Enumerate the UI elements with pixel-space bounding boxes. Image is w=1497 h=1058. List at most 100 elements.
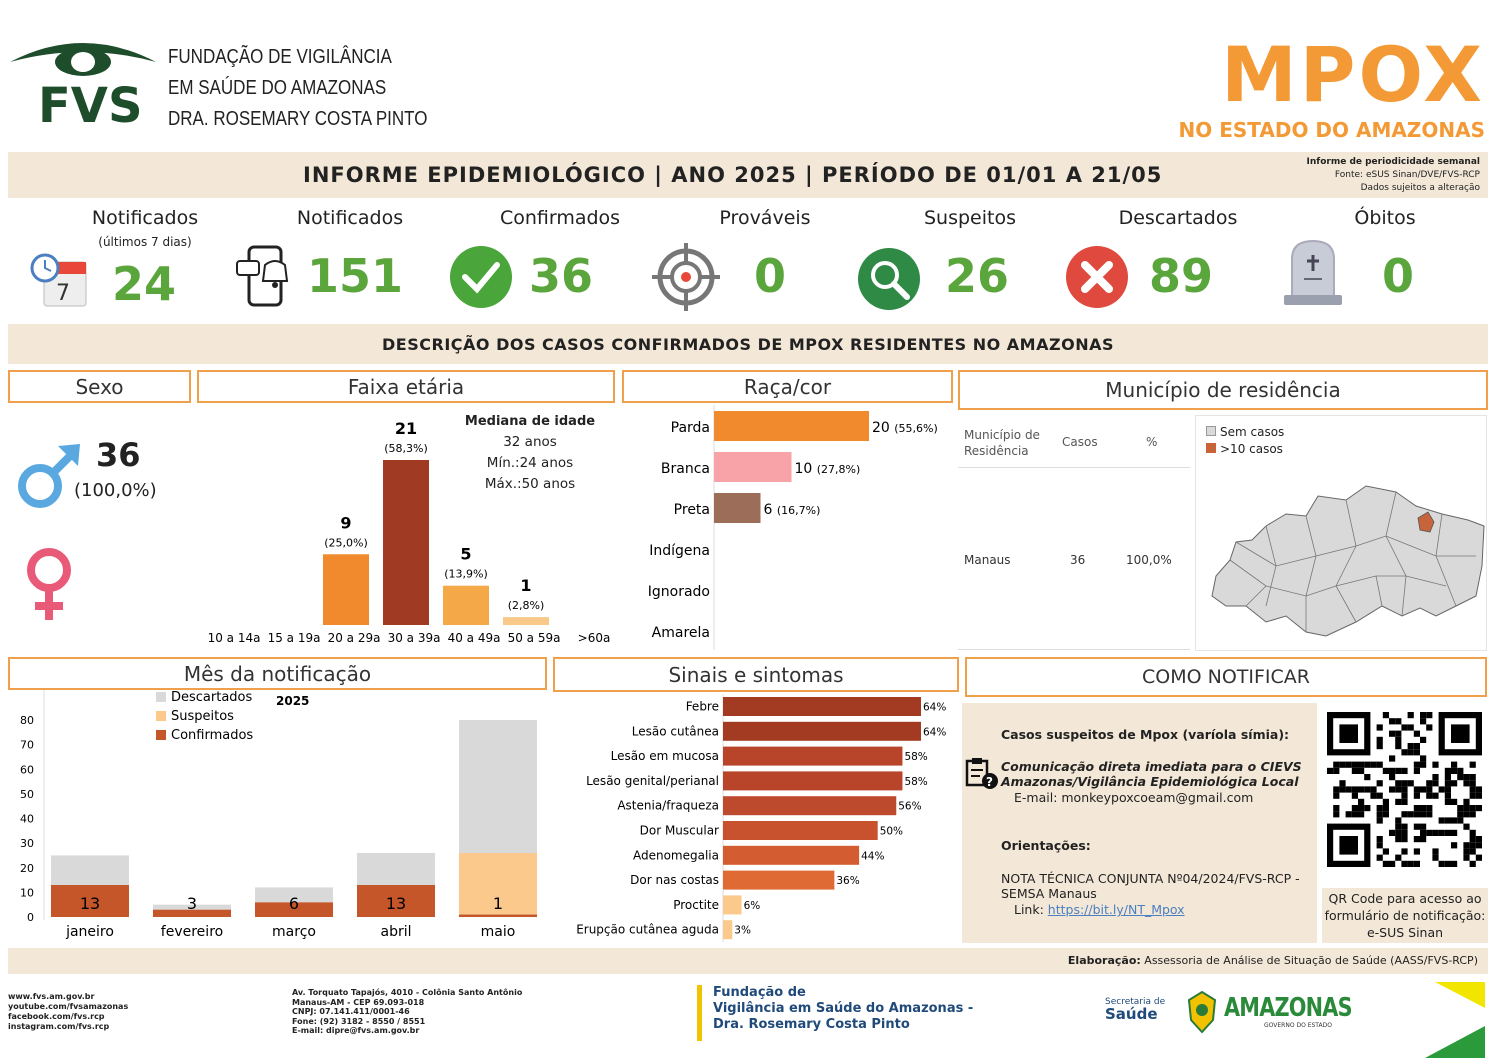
qr-code[interactable] <box>1325 710 1485 872</box>
stat-label: Notificados <box>91 207 199 229</box>
stats-row: Notificados (últimos 7 dias) 7 24 Notifi… <box>30 205 1470 320</box>
mes-y-tick: 30 <box>20 837 34 850</box>
sinais-bar <box>723 895 742 915</box>
faixa-value-label: 5 <box>460 545 471 564</box>
svg-text:7: 7 <box>56 281 70 306</box>
faixa-tick-label: 40 a 49a <box>448 631 501 645</box>
faixa-value-label: 9 <box>340 513 351 532</box>
mes-value-label: 13 <box>386 894 406 913</box>
legend-label: Suspeitos <box>171 709 234 724</box>
mes-value-label: 6 <box>289 894 299 913</box>
idade-max: Máx.:50 anos <box>484 476 576 492</box>
footer-fvs-line: Vigilância em Saúde do Amazonas - <box>713 1001 974 1016</box>
stat-descartados: Descartados 89 <box>1063 205 1273 320</box>
faixa-stats: Mediana de idade 32 anos Mín.:24 anos Má… <box>455 411 605 495</box>
mes-x-tick: fevereiro <box>161 924 223 940</box>
elaboracao-text: Assessoria de Análise de Situação de Saú… <box>1144 954 1478 967</box>
elaboracao-bar: Elaboração: Assessoria de Análise de Sit… <box>8 948 1488 974</box>
sexo-header: Sexo <box>8 370 191 403</box>
mes-title: Mês da notificação <box>183 661 372 686</box>
faixa-tick-label: >60a <box>578 631 611 645</box>
footer-link-instagram[interactable]: instagram.com/fvs.rcp <box>8 1022 110 1031</box>
como-nota1: NOTA TÉCNICA CONJUNTA Nº04/2024/FVS-RCP … <box>1001 871 1300 886</box>
stat-label: Óbitos <box>1354 207 1416 229</box>
mes-y-tick: 70 <box>20 739 34 752</box>
stat-value: 24 <box>112 257 177 311</box>
sinais-category-label: Proctite <box>673 898 719 912</box>
footer-fvs: Fundação de Vigilância em Saúde do Amazo… <box>697 985 974 1041</box>
raca-category-label: Parda <box>671 420 710 436</box>
mes-header: Mês da notificação <box>8 657 547 690</box>
footer-link-site[interactable]: www.fvs.am.gov.br <box>8 992 95 1001</box>
stat-confirmados: Confirmados 36 <box>445 205 655 320</box>
address-line: Fone: (92) 3182 - 8550 / 8551 <box>292 1016 426 1026</box>
stat-provaveis: Prováveis 0 <box>650 205 860 320</box>
qr-line2: formulário de notificação: <box>1324 908 1486 923</box>
secretaria-line2: Saúde <box>1105 1005 1158 1023</box>
mes-bar-confirmados <box>255 902 333 917</box>
stat-label: Prováveis <box>719 207 811 229</box>
sinais-bar <box>723 821 878 840</box>
amazonas-logo: AMAZONAS GOVERNO DO ESTADO <box>1224 994 1384 1029</box>
nota-tecnica-link[interactable]: https://bit.ly/NT_Mpox <box>1047 902 1185 917</box>
faixa-tick-label: 50 a 59a <box>508 631 561 645</box>
link-label: Link: <box>1014 902 1044 917</box>
coat-of-arms-icon <box>1187 990 1217 1034</box>
legend-swatch <box>156 692 166 702</box>
mediana-label: Mediana de idade <box>464 414 596 429</box>
footer-link-youtube[interactable]: youtube.com/fvsamazonas <box>8 1002 129 1011</box>
address-line: E-mail: dipre@fvs.am.gov.br <box>292 1026 420 1035</box>
sinais-title: Sinais e sintomas <box>668 662 844 687</box>
stat-suspeitos: Suspeitos 26 <box>855 205 1065 320</box>
stat-sublabel: (últimos 7 dias) <box>98 235 192 249</box>
faixa-title: Faixa etária <box>347 374 465 399</box>
mes-y-tick: 0 <box>27 911 34 924</box>
sinais-category-label: Astenia/fraqueza <box>617 799 719 813</box>
sinais-category-label: Erupção cutânea aguda <box>576 923 719 937</box>
mes-bar-confirmados <box>153 909 231 917</box>
mes-bar-descartados <box>153 904 231 910</box>
mes-year-label: 2025 <box>276 694 309 708</box>
faixa-pct-label: (58,3%) <box>384 442 428 455</box>
report-banner: INFORME EPIDEMIOLÓGICO | ANO 2025 | PERÍ… <box>8 152 1488 198</box>
tombstone-icon <box>1284 239 1342 305</box>
sinais-category-label: Lesão cutânea <box>632 724 719 738</box>
stat-value: 36 <box>529 249 594 303</box>
sinais-chart: Febre 64% Lesão cutânea 64% Lesão em mucosa 5… <box>576 694 946 942</box>
stat-value: 0 <box>1382 249 1415 303</box>
magnifier-icon <box>858 248 920 310</box>
sinais-category-label: Lesão genital/perianal <box>586 774 719 788</box>
sinais-value-label: 58% <box>904 776 927 788</box>
elaboracao-label: Elaboração: <box>1067 954 1141 967</box>
sinais-value-label: 56% <box>898 801 921 813</box>
footer-link-facebook[interactable]: facebook.com/fvs.rcp <box>8 1012 105 1021</box>
raca-category-label: Branca <box>661 461 710 477</box>
org-line1: FUNDAÇÃO DE VIGILÂNCIA <box>168 46 392 68</box>
sinais-value-label: 44% <box>861 850 884 862</box>
sinais-category-label: Adenomegalia <box>633 848 719 862</box>
sinais-value-label: 58% <box>904 751 927 763</box>
row-name: Manaus <box>964 553 1011 567</box>
raca-category-label: Indígena <box>649 543 710 559</box>
org-name: FUNDAÇÃO DE VIGILÂNCIA EM SAÚDE DO AMAZO… <box>168 42 427 135</box>
banner-note2: Fonte: eSUS Sinan/DVE/FVS-RCP <box>1334 170 1480 180</box>
legend-item-sem-casos: Sem casos <box>1206 424 1284 441</box>
sinais-bar <box>723 697 921 716</box>
banner-note3: Dados sujeitos a alteração <box>1360 183 1480 193</box>
legend-swatch <box>1206 426 1216 436</box>
como-orient: Orientações: <box>1001 838 1091 853</box>
sinais-bar <box>723 845 860 865</box>
legend-swatch <box>1206 443 1216 453</box>
mes-x-tick: maio <box>481 924 516 940</box>
corner-decoration <box>1425 982 1485 1058</box>
gov-text: GOVERNO DO ESTADO <box>1264 1022 1332 1029</box>
col-municipio: Município de Residência <box>964 428 1040 458</box>
address-line: Manaus-AM - CEP 69.093-018 <box>292 997 425 1007</box>
secretaria-line1: Secretaria de <box>1105 997 1166 1007</box>
mes-x-tick: abril <box>380 924 411 940</box>
clipboard-icon: ? <box>965 758 998 789</box>
mediana-value: 32 anos <box>503 434 557 450</box>
target-icon <box>652 243 720 311</box>
male-pct: (100,0%) <box>74 480 157 501</box>
como-nota2: SEMSA Manaus <box>1001 886 1097 901</box>
